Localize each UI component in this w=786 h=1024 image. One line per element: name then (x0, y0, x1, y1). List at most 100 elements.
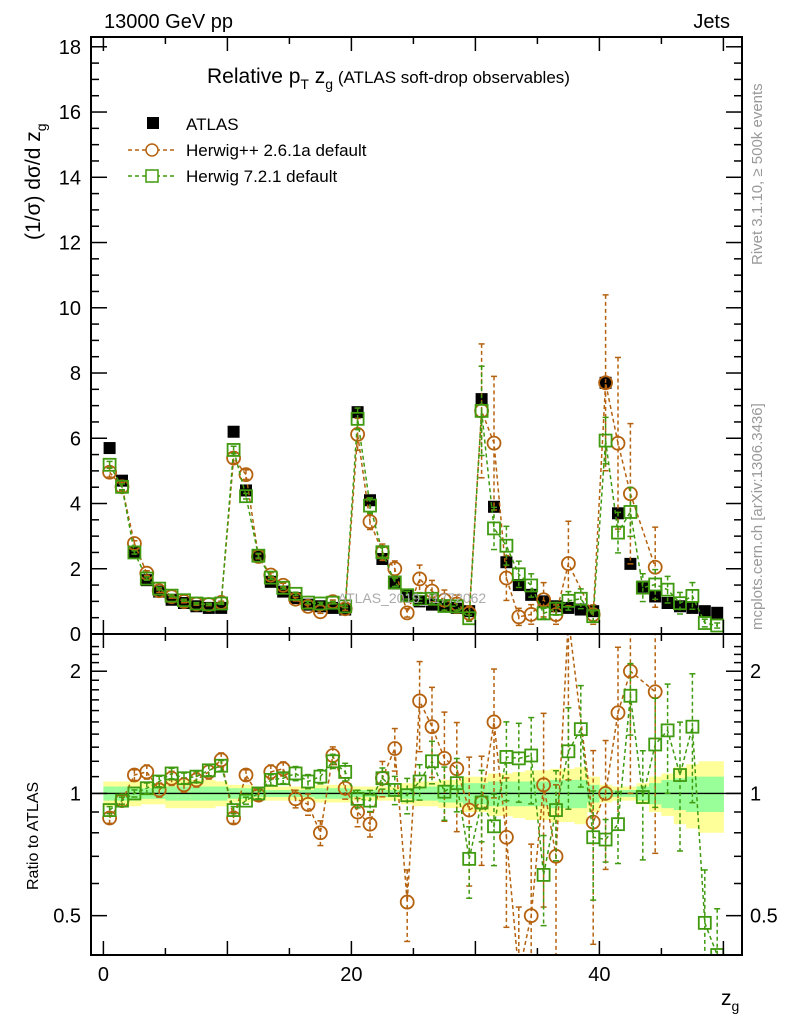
title-zg: z (309, 65, 325, 88)
x-axis-label-sub: g (732, 998, 740, 1014)
herwig7-point (623, 505, 638, 519)
herwig7-point (139, 571, 154, 586)
herwigpp-point (561, 556, 576, 571)
herwig7-point (449, 599, 464, 614)
herwig7-point (449, 776, 464, 791)
herwig7-point (375, 771, 390, 786)
herwig7-point (363, 498, 377, 513)
atlas-point (227, 425, 240, 438)
herwigpp-point (412, 693, 428, 709)
herwig7-point (226, 443, 241, 457)
herwig7-point (573, 591, 588, 606)
herwig7-point (263, 570, 278, 585)
herwigpp-point (387, 561, 403, 577)
herwigpp-point (486, 435, 502, 451)
herwigpp-point (498, 829, 514, 845)
herwig7-point (102, 803, 117, 817)
ratio-tick-label-left: 2 (70, 661, 81, 683)
herwig7-point (611, 817, 625, 832)
herwig7-point (710, 948, 725, 955)
stat-uncertainty-band (698, 776, 712, 813)
herwigpp-point (362, 816, 378, 832)
header-right: Jets (693, 11, 730, 33)
herwigpp-point (536, 777, 551, 793)
x-axis-label: zg (721, 987, 739, 1014)
series-ratio-line (109, 695, 718, 955)
y-axis-label: (1/σ) dσ/d zg (22, 123, 49, 240)
herwigpp-point (512, 967, 525, 980)
herwig7-point (697, 915, 712, 930)
legend-atlas-marker (147, 117, 159, 129)
y-tick-label: 12 (59, 233, 81, 255)
herwig7-point (288, 586, 303, 601)
herwigpp-point (461, 802, 477, 818)
herwig7-point (685, 719, 700, 734)
title-sub-g: g (325, 76, 333, 92)
herwig7-point (412, 774, 427, 789)
herwig7-point (635, 790, 650, 804)
ratio-tick-label-right: 2 (750, 661, 761, 683)
herwig7-point (660, 723, 675, 738)
herwig7-point (115, 793, 129, 808)
herwig7-point (152, 581, 167, 596)
x-tick-label: 20 (340, 964, 362, 986)
herwig7-point (586, 609, 601, 624)
chart-title: Relative pT zg (ATLAS soft-drop observab… (207, 65, 570, 92)
herwigpp-point (536, 592, 551, 608)
herwig7-point (648, 737, 663, 752)
herwig7-point (524, 578, 539, 593)
y-tick-label: 6 (70, 428, 81, 450)
herwigpp-point (399, 605, 415, 621)
herwig7-point (350, 411, 365, 426)
atlas-point (686, 601, 699, 614)
herwig7-point (598, 433, 613, 448)
legend-herwig7-label: Herwig 7.2.1 default (186, 167, 337, 186)
herwig7-point (425, 754, 439, 769)
herwig7-point (239, 489, 253, 504)
herwigpp-point (300, 796, 316, 812)
herwig7-point (251, 548, 266, 563)
herwigpp-point (226, 810, 242, 826)
herwig7-point (474, 795, 489, 810)
herwig7-point (462, 851, 477, 866)
herwig7-point (611, 525, 625, 540)
herwig7-point (561, 744, 576, 759)
header-left: 13000 GeV pp (104, 11, 233, 33)
y-tick-label: 16 (59, 102, 81, 124)
rivet-version: Rivet 3.1.10, ≥ 500k events (749, 83, 766, 265)
herwig7-point (425, 591, 439, 606)
y-tick-label: 18 (59, 37, 81, 59)
herwig7-point (325, 754, 340, 769)
x-axis-label-main: z (721, 987, 732, 1010)
herwigpp-point (102, 810, 117, 826)
y-tick-label: 2 (70, 559, 81, 581)
herwig7-point (338, 764, 353, 779)
herwig7-point (598, 832, 613, 847)
herwig7-point (660, 582, 675, 597)
herwig7-point (226, 803, 241, 817)
herwig7-point (387, 575, 402, 590)
ratio-axis-label: Ratio to ATLAS (25, 782, 42, 890)
herwig7-point (115, 479, 129, 494)
herwig7-point (400, 788, 415, 803)
herwigpp-point (647, 559, 663, 575)
series-main-1 (102, 365, 725, 633)
atlas-point (698, 605, 711, 618)
herwigpp-point (399, 894, 415, 910)
herwig7-point (338, 599, 353, 614)
herwig7-point (536, 868, 551, 882)
herwig7-point (462, 611, 477, 626)
herwig7-point (487, 521, 501, 536)
legend-atlas-label: ATLAS (186, 115, 239, 134)
y-tick-label: 0 (70, 624, 81, 646)
herwig7-point (549, 601, 563, 616)
atlas-point (103, 442, 116, 455)
herwigpp-point (126, 536, 142, 551)
herwig7-point (363, 793, 377, 808)
series-line (109, 382, 656, 618)
x-tick-label: 40 (588, 964, 610, 986)
atlas-point (475, 393, 488, 406)
herwig7-point (239, 793, 253, 808)
